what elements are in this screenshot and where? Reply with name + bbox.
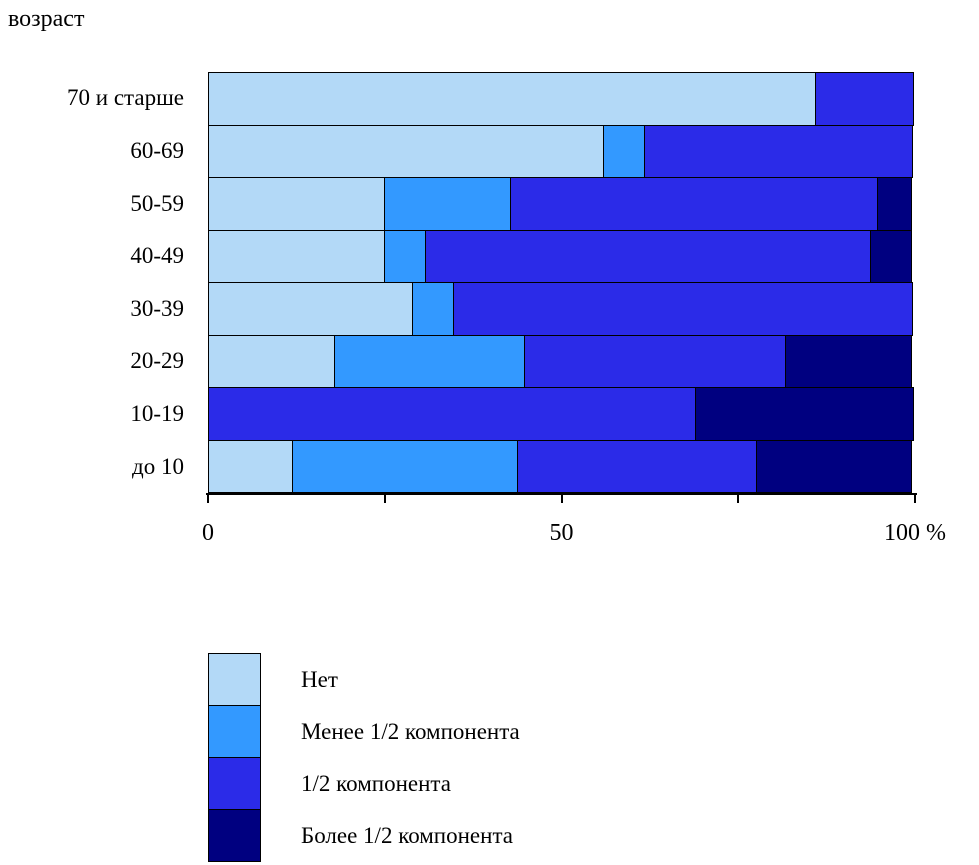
legend-swatch <box>208 809 261 862</box>
bar-segment <box>383 177 511 231</box>
bar-segment <box>869 229 912 283</box>
bar-segment <box>383 229 427 283</box>
bar-row <box>208 282 915 336</box>
legend-swatch <box>208 757 261 810</box>
bar-segment <box>208 387 696 441</box>
bar-segment <box>517 439 758 493</box>
bar-segment <box>208 439 293 493</box>
bar-segment <box>208 124 604 178</box>
bar-row <box>208 439 915 493</box>
bar-segment <box>334 334 526 388</box>
category-label: 20-29 <box>130 348 184 374</box>
bar-segment <box>644 124 913 178</box>
x-axis-tick <box>207 495 209 503</box>
x-axis-tick <box>914 495 916 503</box>
bar-row <box>208 334 915 388</box>
legend-label: Менее 1/2 компонента <box>301 718 520 744</box>
category-label: 40-49 <box>130 243 184 269</box>
bar-segment <box>412 282 455 336</box>
bar-segment <box>425 229 871 283</box>
x-axis-tick <box>737 495 740 503</box>
category-label: 50-59 <box>130 190 184 216</box>
legend-label: Более 1/2 компонента <box>301 822 513 848</box>
plot-area <box>208 72 915 493</box>
bar-segment <box>510 177 878 231</box>
x-axis-tick-label: 50 <box>549 520 574 546</box>
x-axis-tick <box>560 495 563 503</box>
bar-segment <box>694 387 914 441</box>
legend-item: 1/2 компонента <box>208 757 520 810</box>
bar-segment <box>208 229 385 283</box>
x-axis-tick <box>383 495 386 503</box>
bar-segment <box>291 439 519 493</box>
category-label: 10-19 <box>130 401 184 427</box>
bar-segment <box>208 282 414 336</box>
bar-row <box>208 72 915 126</box>
bar-row <box>208 124 915 178</box>
category-label: до 10 <box>132 453 184 479</box>
bar-segment <box>602 124 646 178</box>
category-label: 70 и старше <box>67 85 184 111</box>
bar-segment <box>784 334 912 388</box>
legend-label: Нет <box>301 666 338 692</box>
x-axis-line <box>206 493 917 495</box>
bar-row <box>208 229 915 283</box>
bar-segment <box>208 334 336 388</box>
legend-label: 1/2 компонента <box>301 770 451 796</box>
bar-segment <box>208 72 817 126</box>
x-axis-tick-label: 0 <box>202 520 214 546</box>
legend: Нет Менее 1/2 компонента 1/2 компонента Бол… <box>208 653 520 862</box>
category-label: 60-69 <box>130 137 184 163</box>
bar-segment <box>453 282 913 336</box>
legend-item: Более 1/2 компонента <box>208 809 520 862</box>
legend-swatch <box>208 705 261 758</box>
bar-segment <box>876 177 912 231</box>
bar-segment <box>208 177 385 231</box>
bar-segment <box>756 439 912 493</box>
bar-row <box>208 177 915 231</box>
x-axis-tick-label: 100 % <box>884 520 946 546</box>
legend-item: Нет <box>208 653 520 706</box>
category-labels: 70 и старше 60-69 50-59 40-49 30-39 20-29 10-1… <box>0 72 196 493</box>
bar-segment <box>524 334 786 388</box>
legend-swatch <box>208 653 261 706</box>
y-axis-title: возраст <box>8 6 85 32</box>
bar-segment <box>815 72 914 126</box>
bar-row <box>208 387 915 441</box>
legend-item: Менее 1/2 компонента <box>208 705 520 758</box>
category-label: 30-39 <box>130 295 184 321</box>
